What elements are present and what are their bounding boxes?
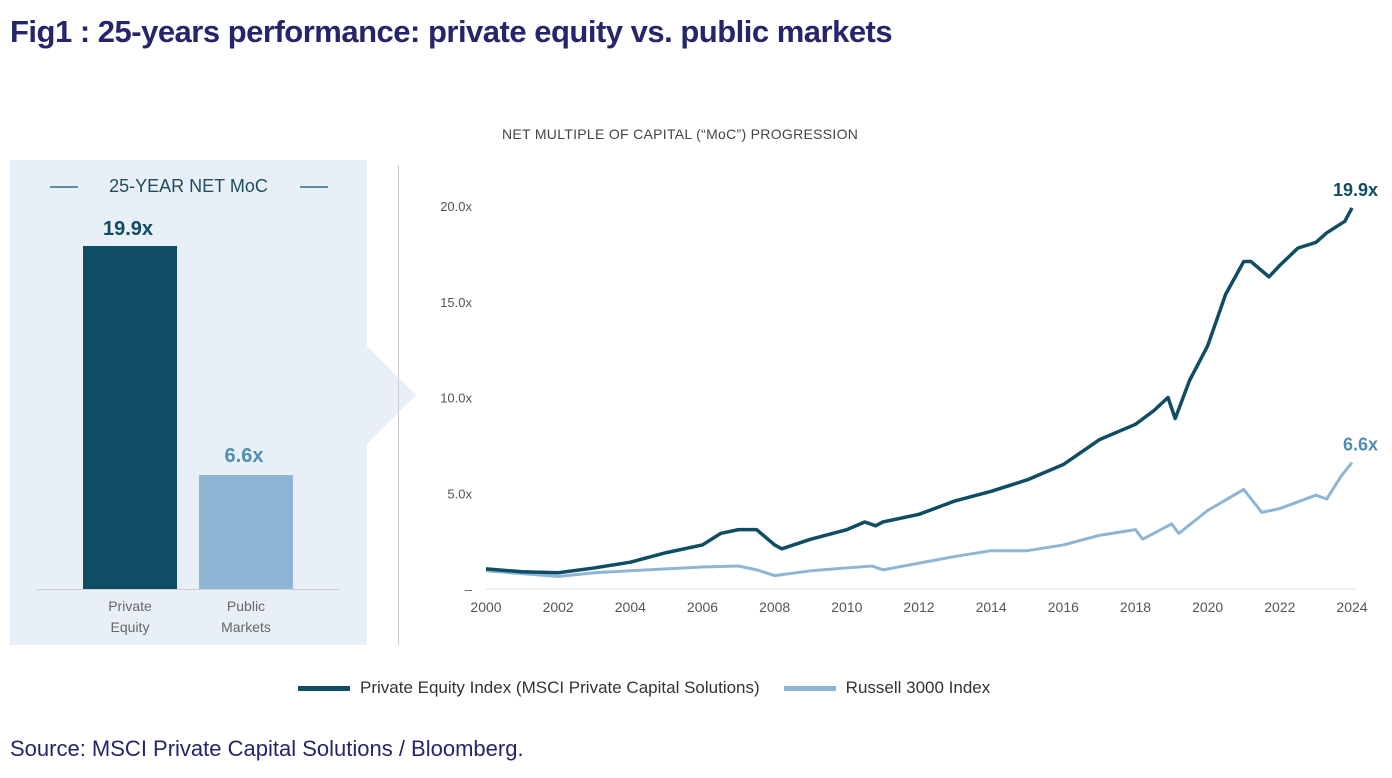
x-tick-label: 2010 [831,599,862,615]
legend-swatch-pe [298,686,350,692]
divider [398,165,399,645]
y-tick-label: 20.0x [440,199,472,214]
x-tick-label: 2004 [615,599,646,615]
x-tick-label: 2002 [543,599,574,615]
legend: Private Equity Index (MSCI Private Capit… [298,678,990,698]
bar-private-equity [83,246,177,589]
pe-end-label: 19.9x [1333,180,1378,200]
x-tick-label: 2020 [1192,599,1223,615]
legend-swatch-russell [783,686,836,692]
y-tick-label: 10.0x [440,391,472,406]
bar-label-public: 6.6x [224,445,264,467]
bar-public-markets [199,475,293,589]
y-tick-label: 15.0x [440,295,472,310]
y-tick-label: – [465,582,473,597]
legend-item-pe: Private Equity Index (MSCI Private Capit… [298,678,760,698]
private-equity-line [485,207,1354,575]
x-tick-label: 2006 [687,599,718,615]
x-tick-label: 2008 [759,599,790,615]
x-tick-label: 2022 [1264,599,1295,615]
bar-category-pe: Private Equity [108,598,152,635]
russell-3000-line [485,461,1354,579]
bar-baseline [37,589,340,590]
x-tick-label: 2012 [903,599,934,615]
bar-chart-title: 25-YEAR NET MoC [109,176,268,196]
x-tick-label: 2014 [976,599,1007,615]
source-note: Source: MSCI Private Capital Solutions /… [10,736,524,761]
title-dash-left [50,186,78,188]
x-tick-label: 2016 [1048,599,1079,615]
figure-title: Fig1 : 25-years performance: private equ… [10,14,893,49]
x-tick-label: 2018 [1120,599,1151,615]
bar-category-public: Public Markets [221,598,271,635]
bar-label-pe: 19.9x [102,218,154,240]
x-tick-label: 2024 [1336,599,1367,615]
moc-bar-panel: 25-YEAR NET MoC 19.9x 6.6x Private Equity… [10,160,367,645]
title-dash-right [300,186,328,188]
y-tick-label: 5.0x [447,486,472,501]
legend-item-russell: Russell 3000 Index [783,678,990,698]
x-tick-label: 2000 [470,599,501,615]
russell-end-label: 6.6x [1343,435,1378,455]
line-chart-title: NET MULTIPLE OF CAPITAL (“MoC”) PROGRESS… [502,126,859,142]
arrow-icon [366,345,416,445]
